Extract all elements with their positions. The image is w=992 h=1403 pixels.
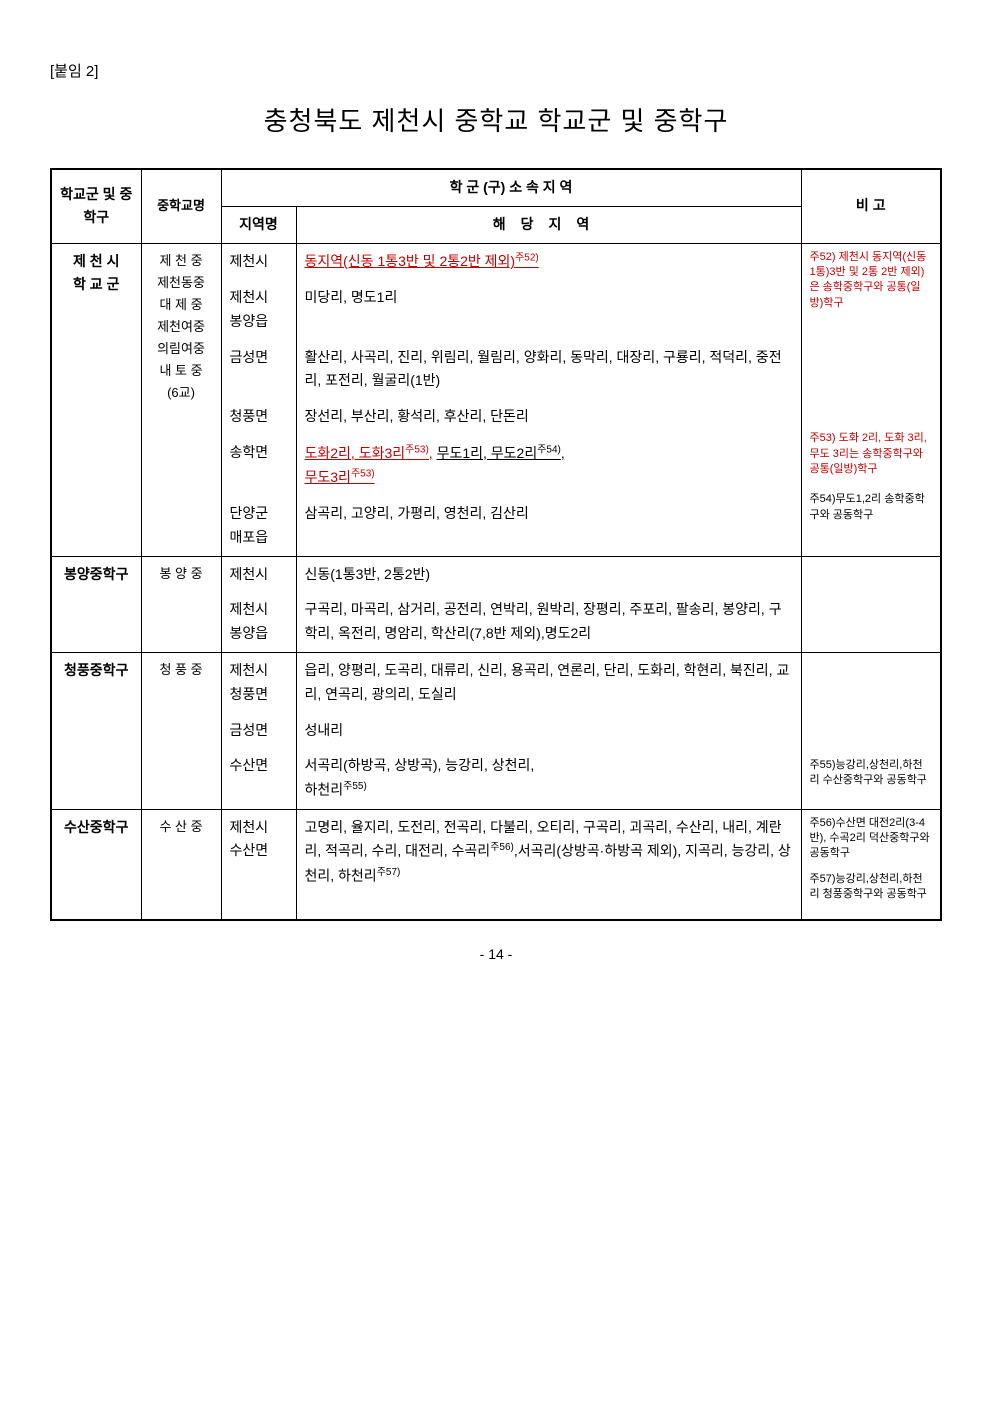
- area-cell: 신동(1통3반, 2통2반): [296, 556, 801, 592]
- note-block: 주55)능강리,상천리,하천리 수산중학구와 공동학구: [810, 758, 933, 789]
- region-cell: 제천시봉양읍: [221, 592, 296, 652]
- area-cell: 도화2리, 도화3리주53), 무도1리, 무도2리주54),무도3리주53): [296, 435, 801, 496]
- attachment-label: [붙임 2]: [50, 60, 942, 81]
- note-block: 주54)무도1,2리 송학중학구와 공동학구: [810, 492, 933, 523]
- area-cell: 활산리, 사곡리, 진리, 위림리, 월림리, 양화리, 동막리, 대장리, 구…: [296, 340, 801, 400]
- area-cell: 고명리, 율지리, 도전리, 전곡리, 다불리, 오티리, 구곡리, 괴곡리, …: [296, 809, 801, 919]
- note-cell: 주55)능강리,상천리,하천리 수산중학구와 공동학구: [801, 652, 941, 809]
- table-body: 제 천 시학 교 군제 천 중제천동중대 제 중제천여중의림여중내 토 중(6교…: [51, 243, 941, 919]
- th-region: 지역명: [221, 206, 296, 243]
- group-cell: 청풍중학구: [51, 652, 141, 809]
- region-cell: 제천시봉양읍: [221, 280, 296, 340]
- note-block: 주56)수산면 대전2리(3-4반), 수곡2리 덕산중학구와 공동학구: [810, 816, 933, 862]
- th-group: 학교군 및 중학구: [51, 169, 141, 243]
- area-cell: 삼곡리, 고양리, 가평리, 영천리, 김산리: [296, 496, 801, 556]
- th-affiliation: 학 군 (구) 소 속 지 역: [221, 169, 801, 206]
- region-cell: 제천시수산면: [221, 809, 296, 919]
- school-cell: 수 산 중: [141, 809, 221, 919]
- area-cell: 성내리: [296, 713, 801, 749]
- region-cell: 제천시: [221, 243, 296, 280]
- note-block: 주57)능강리,상천리,하천리 청풍중학구와 공동학구: [810, 872, 933, 903]
- th-area: 해당지역: [296, 206, 801, 243]
- note-cell: 주52) 제천시 동지역(신동1통)3반 및 2통 2반 제외)은 송학중학구와…: [801, 243, 941, 556]
- group-cell: 제 천 시학 교 군: [51, 243, 141, 556]
- school-cell: 제 천 중제천동중대 제 중제천여중의림여중내 토 중(6교): [141, 243, 221, 556]
- th-note: 비 고: [801, 169, 941, 243]
- note-block: 주53) 도화 2리, 도화 3리, 무도 3리는 송학중학구와 공통(일방)학…: [810, 431, 933, 477]
- region-cell: 제천시청풍면: [221, 652, 296, 712]
- area-cell: 미당리, 명도1리: [296, 280, 801, 340]
- group-cell: 봉양중학구: [51, 556, 141, 652]
- note-cell: 주56)수산면 대전2리(3-4반), 수곡2리 덕산중학구와 공동학구주57)…: [801, 809, 941, 919]
- area-cell: 장선리, 부산리, 황석리, 후산리, 단돈리: [296, 399, 801, 435]
- region-cell: 제천시: [221, 556, 296, 592]
- region-cell: 수산면: [221, 748, 296, 809]
- region-cell: 금성면: [221, 340, 296, 400]
- area-cell: 구곡리, 마곡리, 삼거리, 공전리, 연박리, 원박리, 장평리, 주포리, …: [296, 592, 801, 652]
- region-cell: 금성면: [221, 713, 296, 749]
- note-cell: [801, 556, 941, 652]
- region-cell: 청풍면: [221, 399, 296, 435]
- region-cell: 단양군매포읍: [221, 496, 296, 556]
- note-block: 주52) 제천시 동지역(신동1통)3반 및 2통 2반 제외)은 송학중학구와…: [810, 250, 933, 312]
- area-cell: 읍리, 양평리, 도곡리, 대류리, 신리, 용곡리, 연론리, 단리, 도화리…: [296, 652, 801, 712]
- school-cell: 봉 양 중: [141, 556, 221, 652]
- th-school: 중학교명: [141, 169, 221, 243]
- district-table: 학교군 및 중학구 중학교명 학 군 (구) 소 속 지 역 비 고 지역명 해…: [50, 168, 942, 921]
- area-cell: 동지역(신동 1통3반 및 2통2반 제외)주52): [296, 243, 801, 280]
- region-cell: 송학면: [221, 435, 296, 496]
- main-title: 충청북도 제천시 중학교 학교군 및 중학구: [50, 101, 942, 138]
- group-cell: 수산중학구: [51, 809, 141, 919]
- area-cell: 서곡리(하방곡, 상방곡), 능강리, 상천리,하천리주55): [296, 748, 801, 809]
- page-number: - 14 -: [50, 946, 942, 962]
- school-cell: 청 풍 중: [141, 652, 221, 809]
